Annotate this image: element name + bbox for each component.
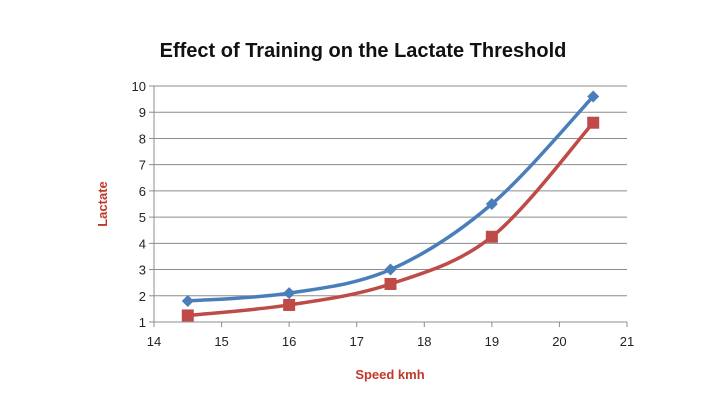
y-tick-label: 7 <box>139 158 146 173</box>
y-tick-label: 5 <box>139 210 146 225</box>
data-point-square <box>283 298 296 311</box>
y-tick-label: 6 <box>139 184 146 199</box>
y-axis-label: Lactate <box>95 181 110 227</box>
x-axis-label: Speed kmh <box>355 367 424 382</box>
x-tick-label: 19 <box>485 334 499 349</box>
y-tick-label: 4 <box>139 236 146 251</box>
data-point-square <box>181 309 194 322</box>
x-tick-label: 15 <box>214 334 228 349</box>
chart-title: Effect of Training on the Lactate Thresh… <box>160 40 567 62</box>
data-point-square <box>485 230 498 243</box>
data-point-diamond <box>283 287 296 300</box>
y-tick-label: 8 <box>139 131 146 146</box>
x-tick-label: 18 <box>417 334 431 349</box>
data-point-diamond <box>384 263 397 276</box>
series-line-1 <box>187 95 595 303</box>
x-tick-label: 20 <box>552 334 566 349</box>
x-tick-label: 17 <box>349 334 363 349</box>
x-tick-label: 16 <box>282 334 296 349</box>
data-point-diamond <box>485 198 498 210</box>
y-tick-label: 9 <box>139 105 146 120</box>
data-point-diamond <box>587 90 600 103</box>
y-tick-label: 3 <box>139 263 146 278</box>
x-tick-label: 14 <box>147 334 161 349</box>
y-tick-label: 10 <box>132 79 146 94</box>
y-tick-label: 2 <box>139 289 146 304</box>
x-tick-label: 21 <box>620 334 634 349</box>
data-point-diamond <box>181 295 194 308</box>
y-tick-label: 1 <box>139 315 146 330</box>
data-point-square <box>587 116 600 129</box>
data-point-square <box>384 277 397 290</box>
